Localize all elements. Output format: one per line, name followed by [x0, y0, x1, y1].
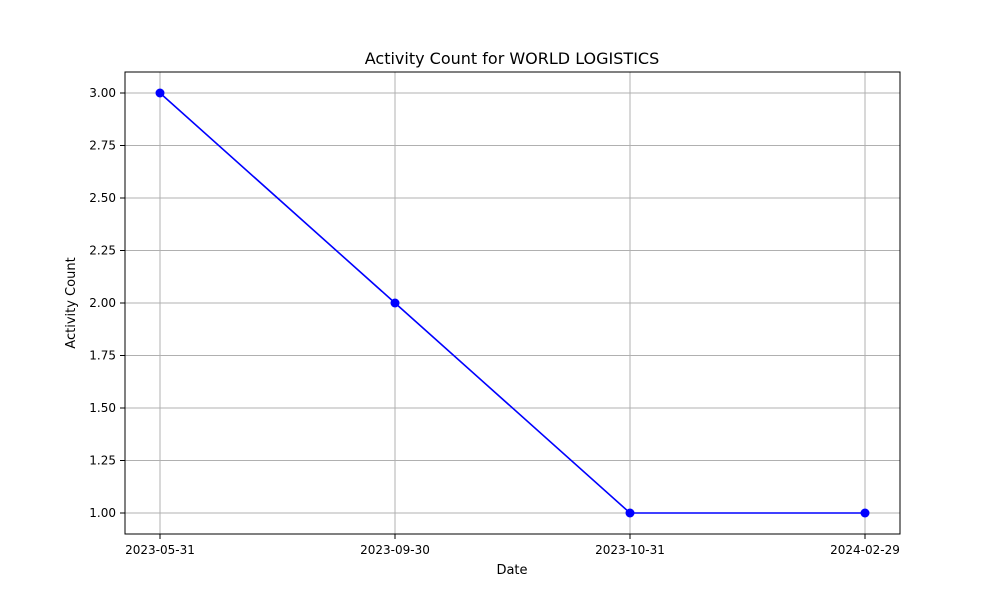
x-axis-label: Date: [496, 563, 527, 578]
y-tick-label: 2.75: [89, 139, 116, 153]
y-tick-label: 1.25: [89, 454, 116, 468]
plot-area-frame: [124, 71, 901, 535]
y-tick-label: 2.25: [89, 244, 116, 258]
x-tick-label: 2023-10-31: [595, 543, 665, 557]
data-point: [155, 88, 165, 98]
data-point: [390, 298, 400, 308]
y-axis-label: Activity Count: [64, 257, 79, 348]
series-layer: [155, 88, 870, 518]
chart-title: Activity Count for WORLD LOGISTICS: [365, 49, 660, 68]
y-tick-label: 2.00: [89, 296, 116, 310]
ticks-layer: 2023-05-31 2023-09-30 2023-10-31 2024-02-29…: [89, 86, 900, 557]
grid-layer: [125, 72, 900, 534]
y-tick-label: 2.50: [89, 191, 116, 205]
data-point: [860, 508, 870, 518]
data-point: [625, 508, 635, 518]
x-tick-label: 2023-09-30: [360, 543, 430, 557]
y-tick-label: 1.50: [89, 401, 116, 415]
y-tick-label: 1.75: [89, 349, 116, 363]
x-tick-label: 2024-02-29: [830, 543, 900, 557]
y-tick-label: 3.00: [89, 86, 116, 100]
x-tick-label: 2023-05-31: [125, 543, 195, 557]
y-tick-label: 1.00: [89, 506, 116, 520]
series-line: [159, 92, 865, 514]
